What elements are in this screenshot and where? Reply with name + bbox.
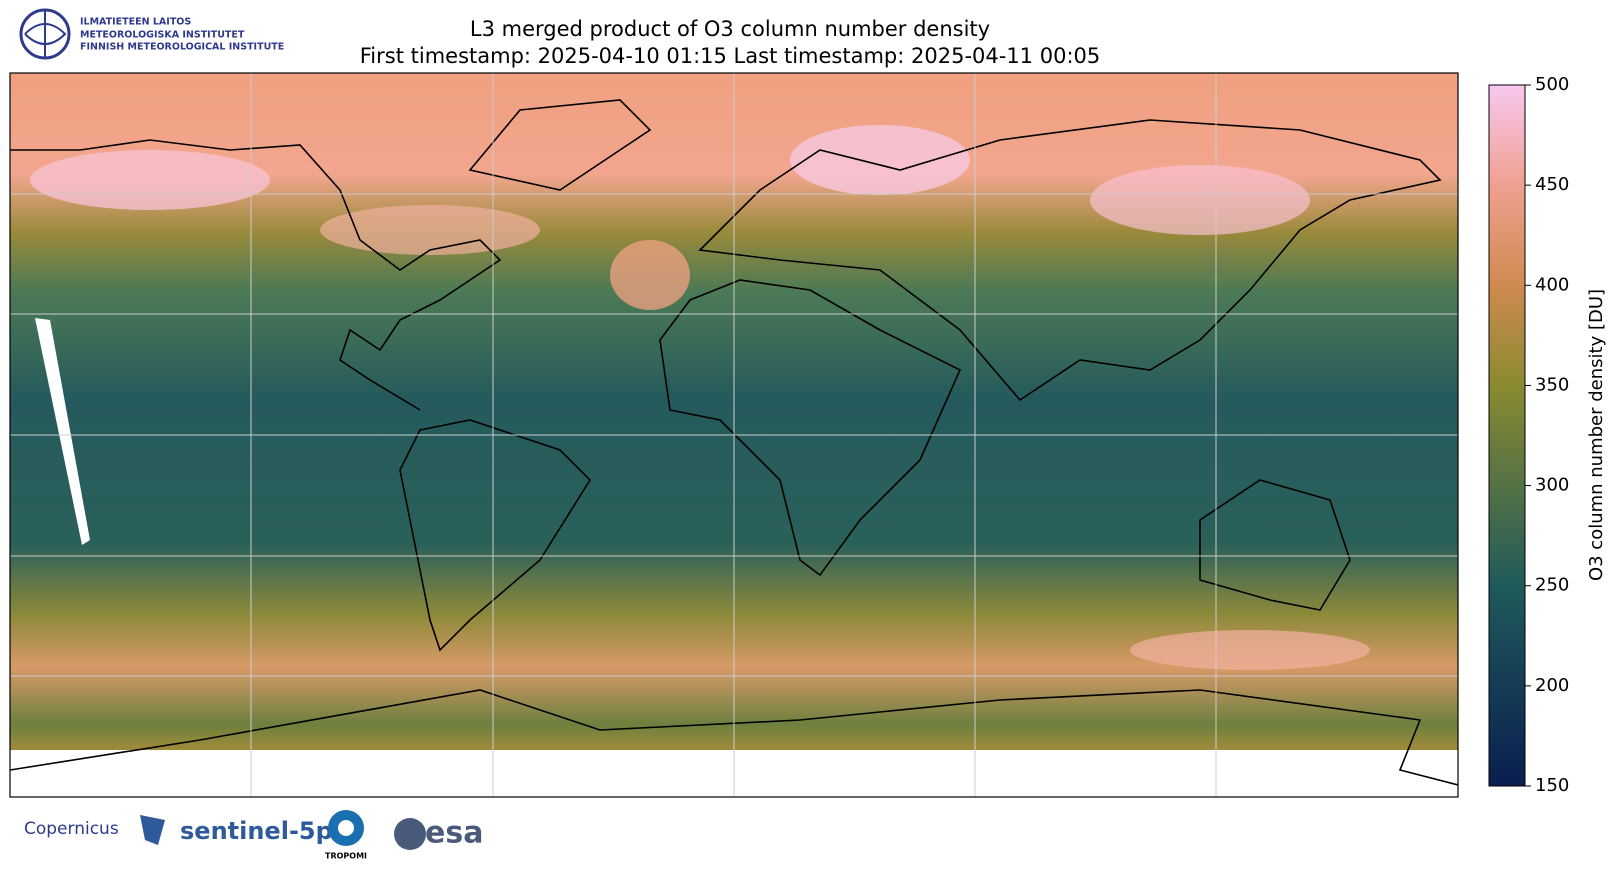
- colorbar-tick-label: 500: [1535, 74, 1569, 95]
- subtitle: First timestamp: 2025-04-10 01:15 Last t…: [360, 44, 1101, 68]
- logo-text: esa: [425, 816, 483, 851]
- footer-logos: Copernicus sentinel-5p TROPOMI esa: [24, 810, 483, 861]
- institute-logo: ILMATIETEEN LAITOS METEOROLOGISKA INSTIT…: [19, 8, 284, 60]
- title: L3 merged product of O3 column number de…: [470, 17, 990, 41]
- colorbar-tick-label: 300: [1535, 475, 1569, 496]
- colorbar-tick-label: 250: [1535, 575, 1569, 596]
- map-frame: [9, 72, 1459, 798]
- graticule: [10, 73, 1458, 797]
- colorbar-label: O3 column number density [DU]: [1586, 289, 1607, 581]
- map: [10, 73, 1458, 797]
- institute-name: FINNISH METEOROLOGICAL INSTITUTE: [80, 42, 284, 53]
- colorbar-tick-label: 150: [1535, 775, 1569, 796]
- colorbar-tick-label: 350: [1535, 374, 1569, 395]
- colorbar-tick-label: 400: [1535, 274, 1569, 295]
- colorbar-tick-label: 200: [1535, 675, 1569, 696]
- logo-text: TROPOMI: [325, 852, 367, 861]
- institute-name: ILMATIETEEN LAITOS: [80, 17, 191, 28]
- colorbar: [1488, 84, 1526, 787]
- logo-text: Copernicus: [24, 819, 119, 839]
- colorbar-tick-label: 450: [1535, 174, 1569, 195]
- institute-name: METEOROLOGISKA INSTITUTET: [80, 30, 245, 41]
- logo-text: sentinel-5p: [180, 817, 333, 845]
